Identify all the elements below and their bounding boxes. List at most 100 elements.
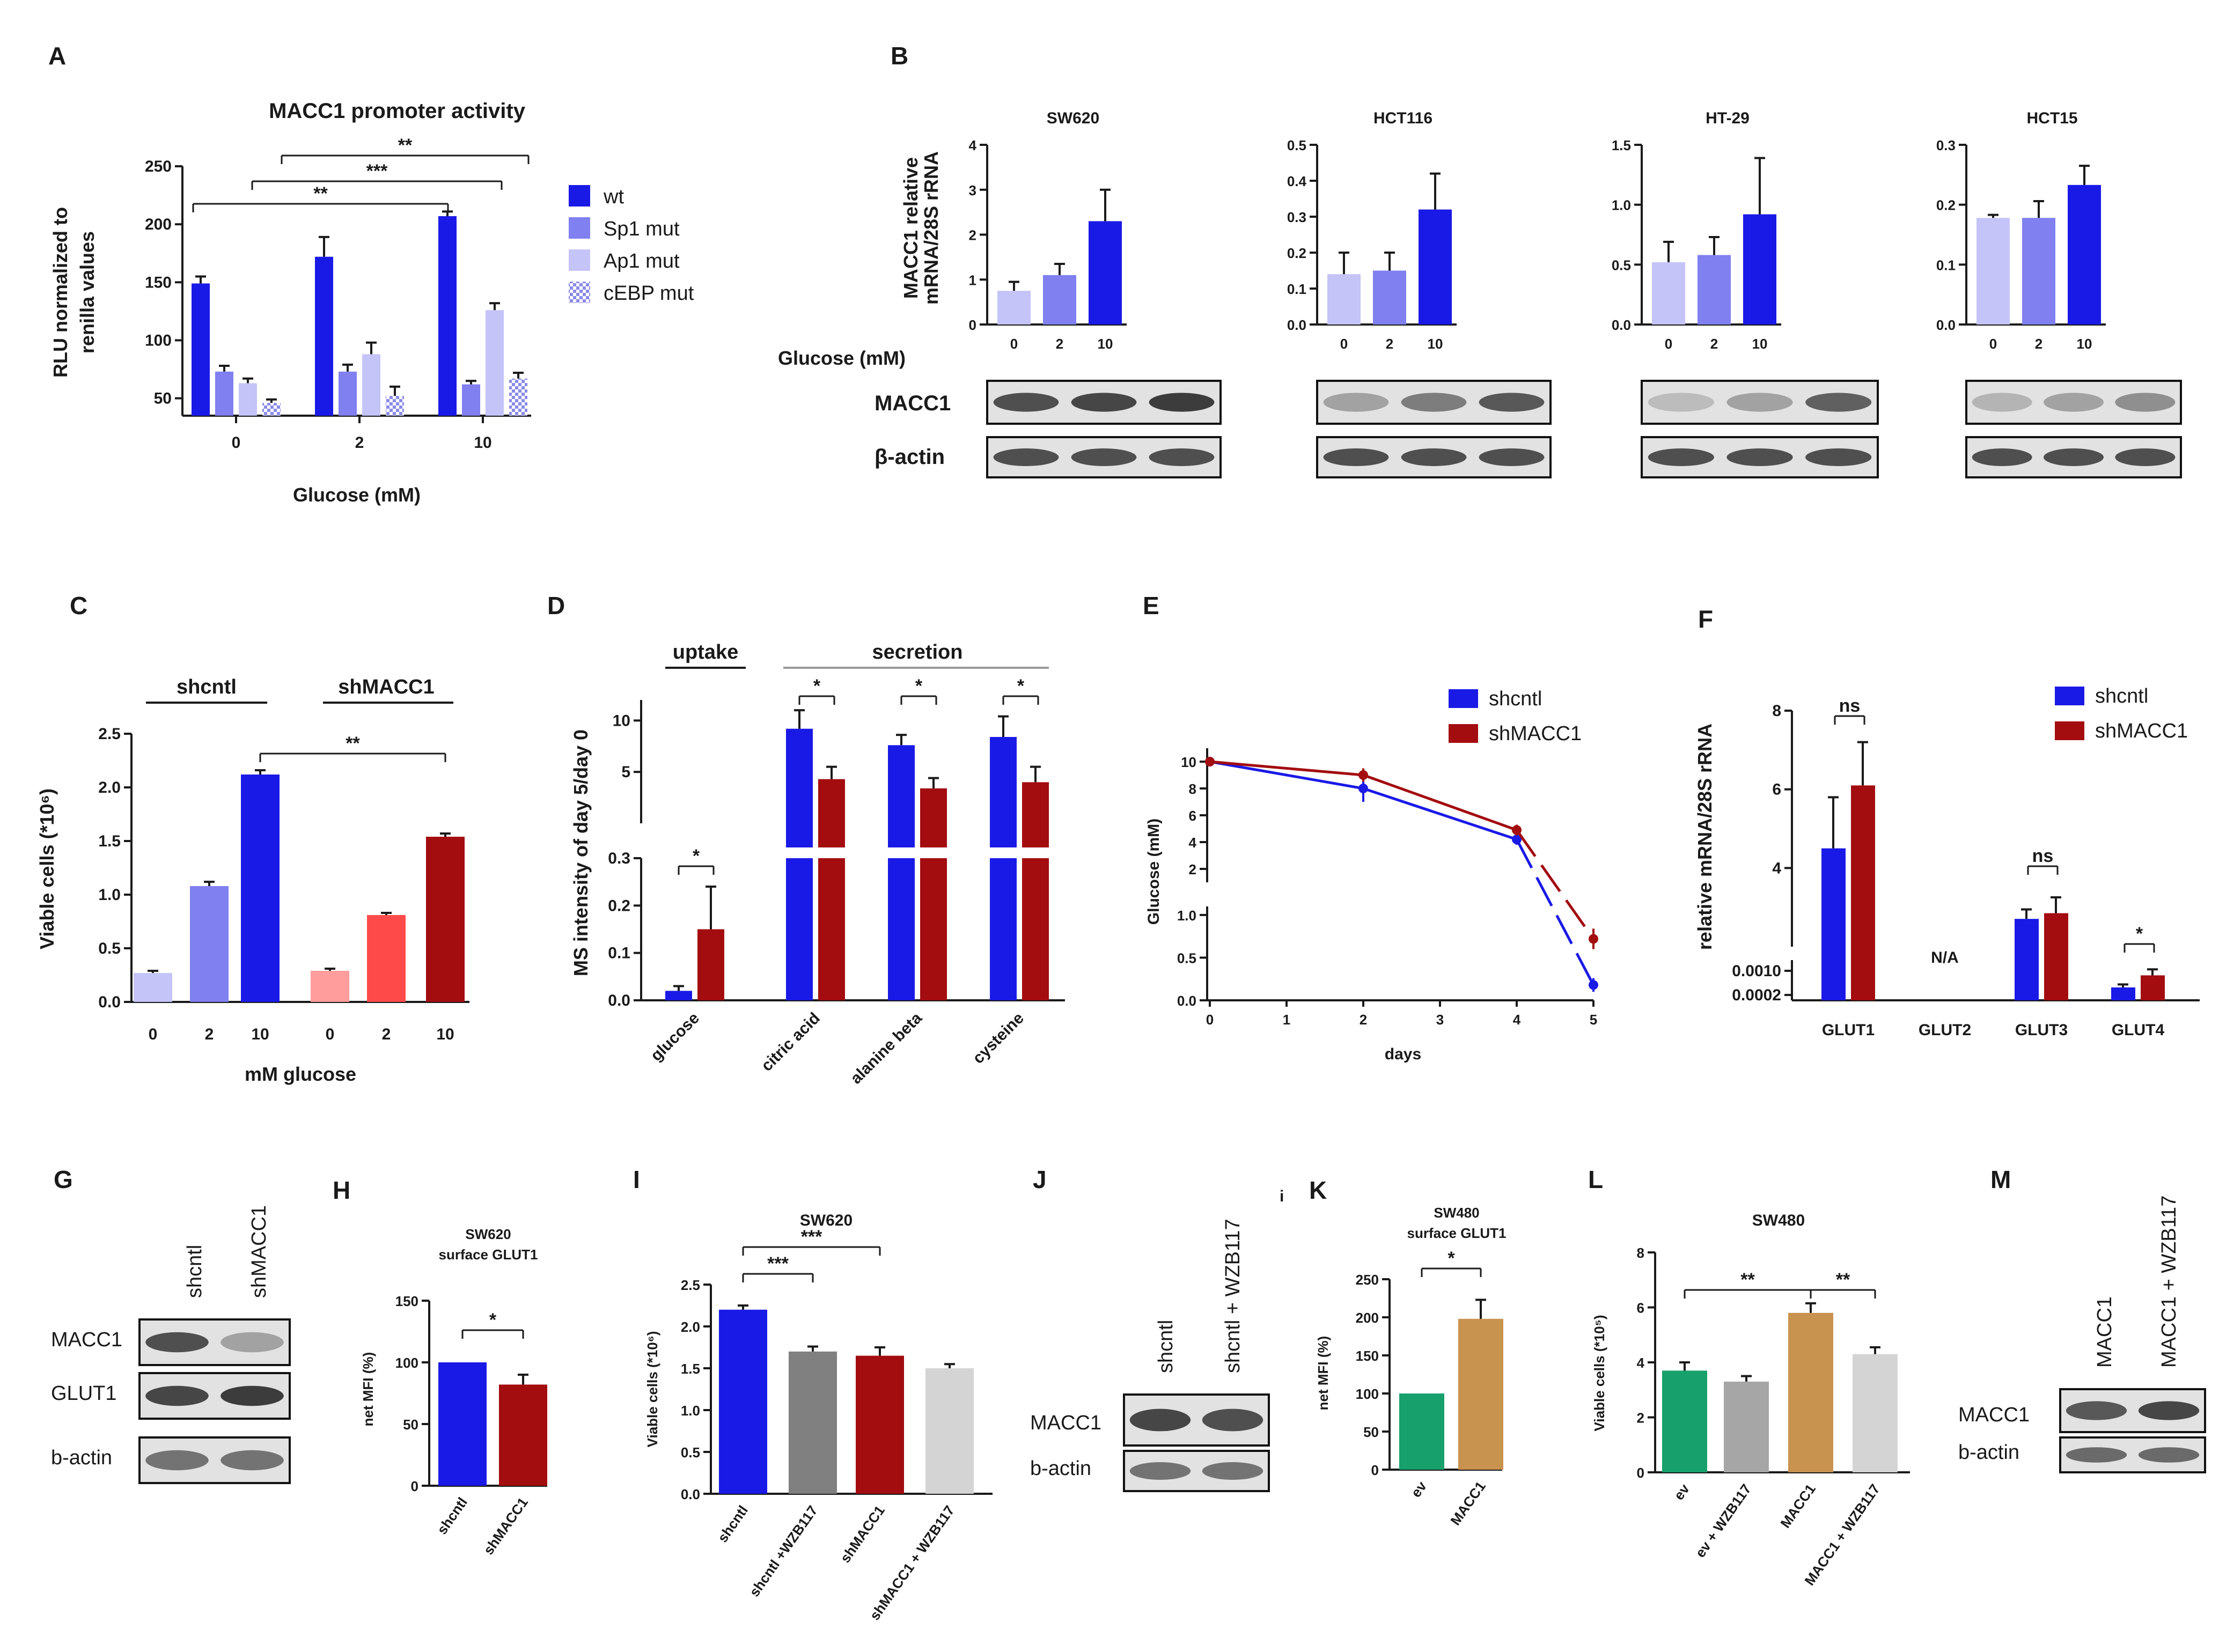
chart-c-group-1: shMACC1	[338, 676, 434, 698]
panel-letter-l: L	[1588, 1166, 1603, 1193]
chart-e-legend-label-0: shcntl	[1489, 688, 1542, 710]
chart-a-bar-cEBP-mut-10	[509, 378, 527, 416]
chart-d-sig-0-label: *	[693, 846, 700, 866]
chart-g-row-0: MACC1	[51, 1329, 122, 1351]
chart-k-bar-1	[1458, 1318, 1503, 1470]
chart-a-y-tick-label-4: 250	[145, 158, 172, 175]
chart-e-legend-label-1: shMACC1	[1489, 722, 1582, 745]
chart-b-blot-actin-0-band-1	[1071, 448, 1137, 466]
chart-c-bar-1	[190, 886, 229, 1002]
chart-g-blot-0-band-0	[145, 1332, 209, 1353]
chart-l-xtick-1: ev + WZB117	[1692, 1481, 1754, 1560]
chart-g-blot-0-band-1	[221, 1332, 284, 1353]
chart-d-bar-lower-1-1	[818, 858, 845, 1000]
chart-a-bar-Ap1-mut-0	[239, 383, 257, 416]
chart-b1-xtick-2: 10	[1428, 336, 1443, 352]
chart-l-y-tick-label-1: 2	[1637, 1410, 1644, 1426]
chart-k-bar-0	[1399, 1393, 1444, 1470]
chart-c-xlabel: mM glucose	[245, 1063, 356, 1085]
chart-l-xtick-2: MACC1	[1777, 1481, 1819, 1531]
chart-h-title-2: surface GLUT1	[439, 1247, 538, 1263]
chart-e-xlabel: days	[1385, 1045, 1421, 1063]
chart-a-y-tick-label-3: 200	[145, 216, 172, 233]
chart-e-point-1-3	[1589, 934, 1598, 944]
chart-b0-xtick-0: 0	[1010, 336, 1018, 352]
chart-c-y-tick-label-5: 2.5	[98, 725, 121, 743]
chart-b-blot-macc1-1-band-0	[1323, 393, 1389, 412]
chart-k-y-tick-label-0: 0	[1371, 1462, 1379, 1478]
chart-m-col-0: MACC1	[2093, 1296, 2116, 1368]
chart-k-title-1: SW480	[1434, 1205, 1479, 1221]
chart-i-y-tick-label-4: 2.0	[681, 1319, 700, 1335]
chart-k-y-tick-label-5: 250	[1356, 1272, 1379, 1288]
chart-f-xtick-1: GLUT2	[1919, 1021, 1971, 1039]
chart-j-blot-1-band-1	[1202, 1462, 1263, 1480]
chart-d-bar-1-1	[818, 779, 845, 847]
chart-f-bar-0-3	[2111, 987, 2135, 1000]
chart-h-xtick-0: shcntl	[433, 1494, 470, 1537]
chart-k-xtick-0: ev	[1408, 1478, 1430, 1500]
chart-l-bar-0	[1662, 1370, 1707, 1472]
chart-e-point-0-2	[1512, 835, 1522, 844]
chart-a-bar-Ap1-mut-10	[486, 310, 504, 416]
chart-h-y-tick-label-2: 100	[395, 1355, 418, 1371]
chart-m-col-1: MACC1 + WZB117	[2158, 1196, 2180, 1368]
chart-k-sig-label: *	[1448, 1248, 1455, 1268]
chart-e-ylabel: Glucose (mM)	[1145, 818, 1163, 925]
chart-a-legend-swatch-3	[569, 282, 590, 303]
chart-d-bar-lower-0-3	[990, 858, 1017, 1000]
chart-l-bar-2	[1788, 1312, 1833, 1472]
chart-i-xtick-2: shMACC1	[837, 1502, 888, 1566]
chart-b-blot-actin-0-band-0	[993, 448, 1059, 466]
chart-g-blot-1-band-0	[145, 1385, 209, 1406]
chart-b2-xtick-2: 10	[1752, 336, 1768, 352]
chart-f-sig-2-label: *	[2136, 924, 2143, 944]
chart-d-xtick-1: citric acid	[758, 1009, 824, 1075]
chart-b-blot-macc1-1-band-1	[1401, 393, 1467, 412]
chart-b1-y-tick-label-5: 0.5	[1287, 137, 1306, 153]
chart-e-xtick-label-5: 5	[1590, 1012, 1597, 1028]
panel-letter-c: C	[70, 592, 87, 620]
chart-a-xtick-label-1: 2	[355, 434, 364, 452]
chart-d-bar-1-3	[1022, 782, 1049, 847]
chart-a-bar-wt-2	[315, 256, 333, 416]
chart-d-xtick-0: glucose	[647, 1009, 703, 1065]
chart-b-title-0: SW620	[1047, 109, 1099, 127]
chart-j-col-0: shcntl	[1155, 1320, 1177, 1373]
chart-e-xtick-label-4: 4	[1513, 1012, 1521, 1028]
chart-b-xlabel: Glucose (mM)	[778, 347, 906, 369]
chart-b3-bar-2	[2022, 218, 2055, 324]
chart-e-legend-swatch-1	[1449, 724, 1478, 743]
chart-e-point-1-2	[1512, 825, 1522, 835]
chart-b-blot-actin-1-band-0	[1323, 448, 1389, 466]
chart-g-row-2: b-actin	[51, 1447, 112, 1469]
chart-b3-xtick-2: 10	[2077, 336, 2092, 352]
chart-a-xtick-label-0: 0	[232, 434, 241, 452]
chart-d-y-lower-tick-label-1: 0.1	[608, 945, 630, 962]
chart-b1-y-tick-label-3: 0.3	[1287, 209, 1306, 225]
chart-a-bar-wt-10	[438, 216, 457, 416]
chart-b0-xtick-1: 2	[1056, 336, 1063, 352]
chart-a-y-tick-label-1: 100	[145, 331, 172, 349]
chart-c-bar-4	[367, 915, 406, 1002]
chart-c-y-tick-label-1: 0.5	[98, 940, 121, 957]
chart-a-legend-label-0: wt	[603, 186, 624, 208]
chart-a-legend-label-2: Ap1 mut	[604, 250, 680, 272]
chart-f-bar-1-2	[2044, 913, 2068, 1000]
chart-l-y-tick-label-4: 8	[1637, 1245, 1644, 1261]
chart-a-bar-cEBP-mut-2	[386, 396, 404, 416]
chart-b-blot-macc1-2-band-2	[1805, 393, 1872, 412]
chart-f-y-lower-label-1: 0.0002	[1732, 986, 1781, 1004]
chart-b-blot-actin-2-band-0	[1648, 448, 1714, 466]
chart-k-y-tick-label-4: 200	[1356, 1310, 1379, 1326]
chart-c-xtick-2: 10	[251, 1026, 269, 1043]
chart-b3-xtick-0: 0	[1989, 336, 1997, 352]
chart-f-bar-1-0	[1851, 785, 1875, 1000]
chart-b0-bar-0	[997, 291, 1031, 324]
chart-l-y-tick-label-2: 4	[1637, 1355, 1645, 1371]
chart-c-y-tick-label-2: 1.0	[98, 886, 121, 904]
chart-f-bar-1-3	[2141, 975, 2165, 1000]
chart-b0-y-tick-label-0: 0	[969, 317, 976, 333]
chart-b2-y-tick-label-0: 0.0	[1612, 317, 1631, 333]
